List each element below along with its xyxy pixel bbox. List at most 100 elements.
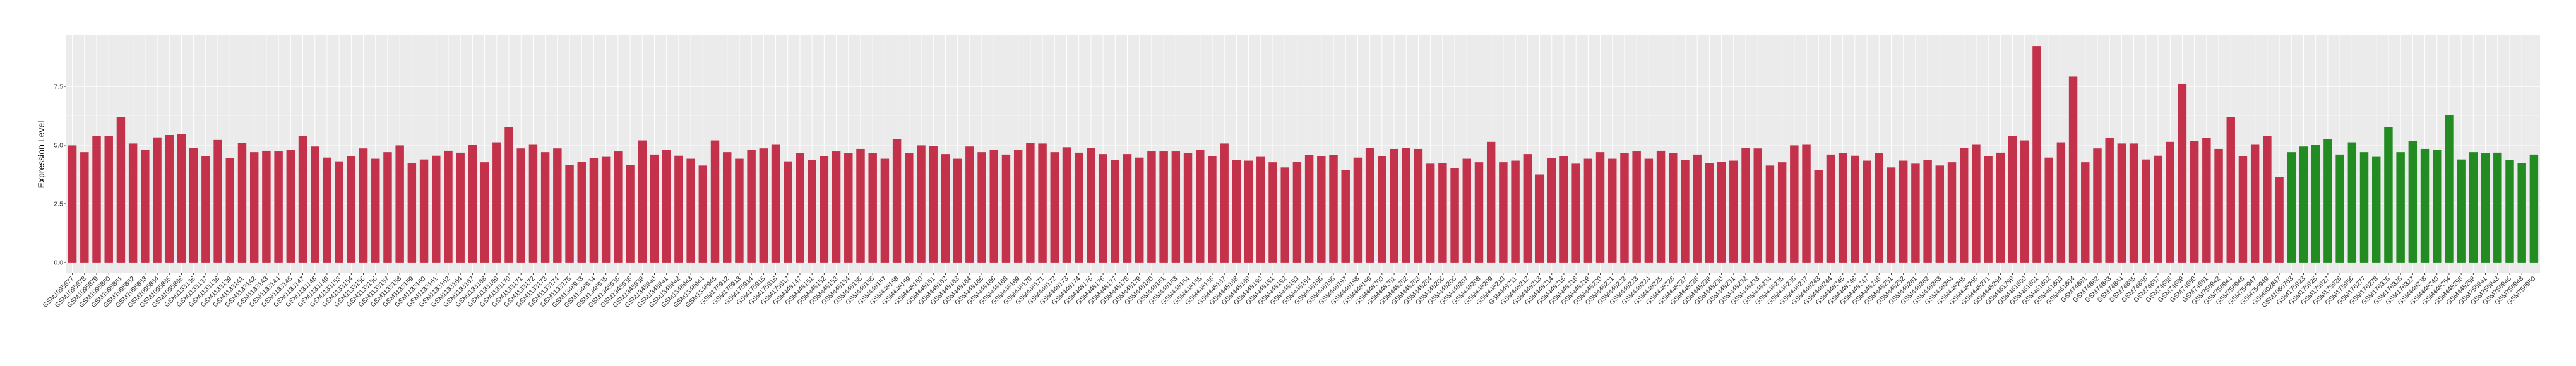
bar-GSM756945 xyxy=(2505,160,2514,263)
bar-GSM449190 xyxy=(1256,156,1265,263)
bar-GSM449170 xyxy=(1026,143,1035,263)
bar-GSM449218 xyxy=(1571,163,1580,263)
bar-GSM449199 xyxy=(1365,148,1374,263)
bar-GSM1095879 xyxy=(92,136,101,263)
bar-GSM449186 xyxy=(1208,156,1217,263)
bar-GSM175928 xyxy=(2335,154,2344,263)
bar-GSM1133175 xyxy=(565,165,574,263)
bar-GSM449153 xyxy=(832,151,841,263)
bar-GSM74882 xyxy=(2093,148,2102,263)
bar-GSM1095882 xyxy=(128,143,138,263)
bar-GSM176278 xyxy=(2371,156,2381,263)
bar-GSM1348936 xyxy=(614,151,623,263)
bar-GSM449234 xyxy=(1765,165,1775,263)
bar-GSM1133157 xyxy=(383,152,392,263)
bar-GSM449172 xyxy=(1050,152,1059,263)
bar-GSM449165 xyxy=(977,152,986,263)
bar-GSM1133174 xyxy=(553,148,562,263)
bar-GSM449193 xyxy=(1292,162,1302,263)
bar-GSM1133159 xyxy=(407,163,417,263)
bar-GSM1348944 xyxy=(698,165,708,263)
bar-GSM449227 xyxy=(1681,160,1690,263)
bar-GSM1095886 xyxy=(177,134,186,263)
bar-GSM1133173 xyxy=(540,152,550,263)
bar-GSM1133168 xyxy=(480,162,489,263)
bar-GSM1348935 xyxy=(601,156,611,263)
bar-GSM449212 xyxy=(1523,154,1532,263)
bar-GSM756943 xyxy=(2493,152,2502,263)
bar-GSM449244 xyxy=(1826,154,1835,263)
bar-GSM1348945 xyxy=(710,140,720,263)
bar-GSM1133146 xyxy=(286,150,295,263)
bar-GSM1133148 xyxy=(310,146,319,263)
bar-GSM449232 xyxy=(1741,148,1750,263)
bar-GSM449207 xyxy=(1462,158,1472,263)
bar-GSM74885 xyxy=(2129,143,2138,263)
bar-GSM1133137 xyxy=(201,156,210,263)
bar-GSM175923 xyxy=(2299,146,2308,263)
bar-GSM1133164 xyxy=(456,152,465,263)
bar-GSM449240 xyxy=(2433,150,2442,263)
bar-GSM74881 xyxy=(2081,162,2090,263)
bar-GSM449156 xyxy=(868,153,877,263)
bar-GSM449158 xyxy=(892,139,902,263)
bar-GSM449231 xyxy=(1729,160,1738,263)
bar-GSM756949 xyxy=(2263,136,2272,263)
bar-GSM449263 xyxy=(1935,165,1945,263)
bar-GSM449246 xyxy=(1851,155,1859,263)
bar-GSM1060763 xyxy=(2287,152,2296,263)
bar-GSM1133167 xyxy=(468,145,477,263)
bar-GSM1348942 xyxy=(674,155,683,263)
bar-GSM449183 xyxy=(1171,151,1181,263)
bar-GSM449294 xyxy=(1996,152,2005,263)
bar-GSM449271 xyxy=(1984,156,1993,263)
bar-GSM461801 xyxy=(2032,46,2041,263)
bar-GSM449163 xyxy=(953,158,962,263)
bar-GSM1348934 xyxy=(589,158,599,263)
bar-GSM175914 xyxy=(747,150,756,263)
bar-GSM449211 xyxy=(1511,160,1520,263)
bar-GSM449179 xyxy=(1135,157,1144,263)
bar-GSM175916 xyxy=(771,144,780,263)
bar-GSM449161 xyxy=(929,146,938,263)
bar-GSM449189 xyxy=(1244,160,1253,263)
bar-GSM449220 xyxy=(1595,152,1605,263)
bar-GSM449214 xyxy=(1547,158,1556,263)
bar-GSM449215 xyxy=(1559,156,1568,263)
bar-GSM756942 xyxy=(2214,148,2223,263)
bar-GSM1095880 xyxy=(104,136,113,263)
bar-GSM74886 xyxy=(2142,159,2150,263)
bar-GSM449203 xyxy=(1414,148,1423,263)
bar-GSM449166 xyxy=(989,150,998,263)
bar-GSM449178 xyxy=(1123,154,1132,263)
bar-GSM1133142 xyxy=(249,152,259,263)
bar-GSM449238 xyxy=(2420,148,2430,263)
bar-GSM449196 xyxy=(1329,155,1338,263)
bar-GSM449248 xyxy=(1875,153,1884,263)
bar-GSM175917 xyxy=(784,161,792,263)
bar-GSM1133171 xyxy=(516,148,525,263)
bar-GSM1348940 xyxy=(650,154,659,263)
bar-GSM1133155 xyxy=(359,148,368,263)
bar-GSM449188 xyxy=(1232,160,1241,263)
bar-GSM449159 xyxy=(905,153,914,263)
bar-GSM1133162 xyxy=(444,150,453,263)
bar-GSM175955 xyxy=(2347,142,2357,263)
bar-GSM1133144 xyxy=(274,151,283,263)
bar-GSM449194 xyxy=(1304,155,1314,263)
bar-GSM461803 xyxy=(2056,142,2066,263)
bar-GSM175915 xyxy=(759,148,768,263)
bar-GSM449221 xyxy=(1608,158,1617,263)
bar-GSM449173 xyxy=(1062,147,1071,263)
bar-GSM1095877 xyxy=(68,145,77,263)
bar-GSM449164 xyxy=(965,146,974,263)
bar-GSM449262 xyxy=(1923,160,1932,263)
bar-GSM1348938 xyxy=(626,165,635,263)
bar-GSM449247 xyxy=(1863,160,1871,263)
bar-GSM461802 xyxy=(2044,157,2053,263)
bar-GSM449236 xyxy=(1790,145,1799,263)
bar-GSM74887 xyxy=(2154,155,2162,263)
y-tick-label: 0.0 xyxy=(54,259,63,266)
bar-GSM175912 xyxy=(722,152,732,263)
